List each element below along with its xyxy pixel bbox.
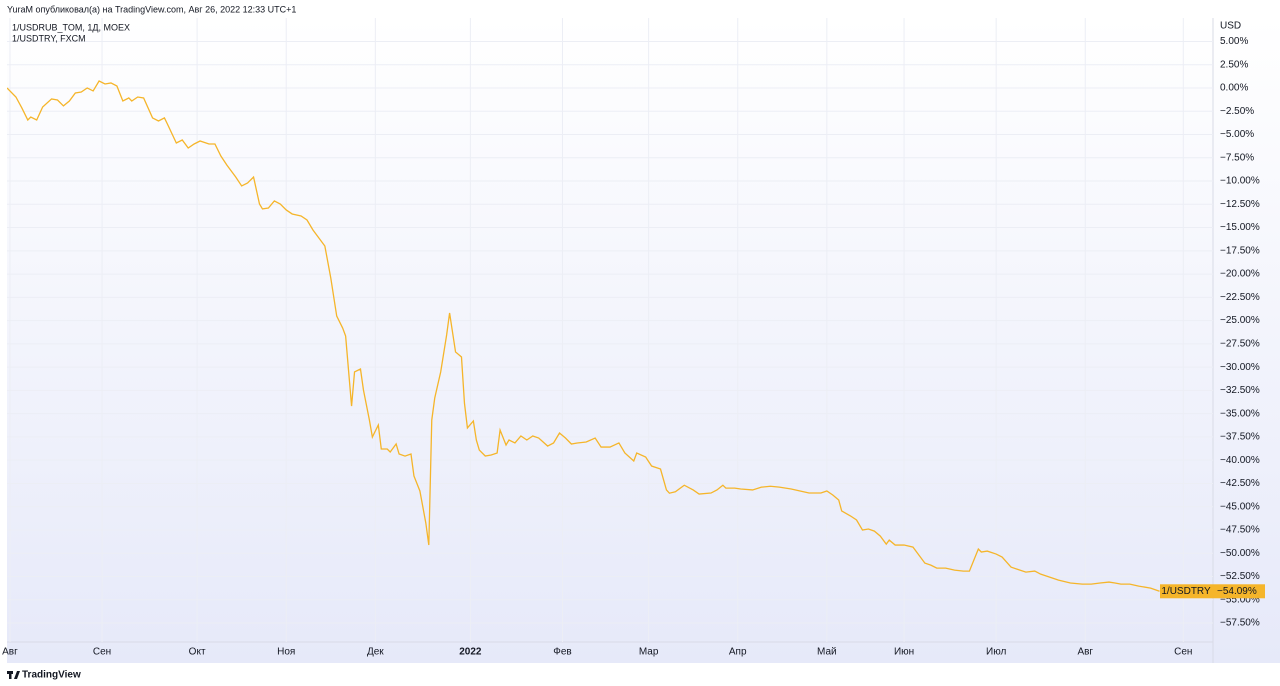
series-name-label: 1/USDTRY bbox=[1161, 586, 1211, 597]
x-tick-label: Окт bbox=[189, 647, 206, 658]
header: YuraM опубликовал(а) на TradingView.com,… bbox=[7, 4, 296, 14]
y-tick-label: −20.00% bbox=[1220, 269, 1260, 280]
last-value-label: −54.09% bbox=[1217, 586, 1257, 597]
x-tick-label: Май bbox=[817, 647, 837, 658]
y-tick-label: −32.50% bbox=[1220, 385, 1260, 396]
x-tick-label: Дек bbox=[367, 647, 384, 658]
y-tick-label: −17.50% bbox=[1220, 245, 1260, 256]
y-tick-label: −7.50% bbox=[1220, 152, 1254, 163]
brand-logo bbox=[7, 671, 20, 679]
series-name-tag bbox=[1160, 584, 1213, 599]
y-tick-label: −15.00% bbox=[1220, 222, 1260, 233]
y-tick-label: −42.50% bbox=[1220, 478, 1260, 489]
y-tick-label: 0.00% bbox=[1220, 83, 1248, 94]
x-tick-label: Авг bbox=[1077, 647, 1093, 658]
chart-background bbox=[7, 18, 1280, 663]
y-tick-label: −47.50% bbox=[1220, 525, 1260, 536]
y-tick-label: −30.00% bbox=[1220, 362, 1260, 373]
y-tick-label: −27.50% bbox=[1220, 339, 1260, 350]
y-axis-unit: USD bbox=[1220, 21, 1241, 32]
y-tick-label: −5.00% bbox=[1220, 129, 1254, 140]
x-tick-label: Июл bbox=[986, 647, 1006, 658]
y-tick-label: −22.50% bbox=[1220, 292, 1260, 303]
x-tick-label: Фев bbox=[553, 647, 571, 658]
y-tick-label: −37.50% bbox=[1220, 432, 1260, 443]
y-tick-label: −40.00% bbox=[1220, 455, 1260, 466]
x-tick-label: Сен bbox=[93, 647, 111, 658]
y-tick-label: 2.50% bbox=[1220, 59, 1248, 70]
y-tick-label: −10.00% bbox=[1220, 176, 1260, 187]
x-tick-label: Авг bbox=[2, 647, 18, 658]
y-tick-label: −35.00% bbox=[1220, 408, 1260, 419]
y-tick-label: −52.50% bbox=[1220, 571, 1260, 582]
y-tick-label: −2.50% bbox=[1220, 106, 1254, 117]
y-tick-label: −12.50% bbox=[1220, 199, 1260, 210]
x-tick-label: Мар bbox=[639, 647, 659, 658]
x-tick-label: 2022 bbox=[459, 647, 482, 658]
y-tick-label: −50.00% bbox=[1220, 548, 1260, 559]
last-value-tag bbox=[1213, 584, 1265, 599]
x-tick-label: Сен bbox=[1174, 647, 1192, 658]
y-tick-label: −55.00% bbox=[1220, 594, 1260, 605]
y-tick-label: −45.00% bbox=[1220, 501, 1260, 512]
y-tick-label: 5.00% bbox=[1220, 36, 1248, 47]
x-tick-label: Апр bbox=[729, 647, 747, 658]
legend-entry: 1/USDTRY, FXCM bbox=[12, 33, 86, 43]
x-tick-label: Июн bbox=[894, 647, 914, 658]
y-tick-label: −57.50% bbox=[1220, 618, 1260, 629]
series-line bbox=[7, 80, 1160, 592]
legend-entry: 1/USDRUB_TOM, 1Д, MOEX bbox=[12, 22, 130, 32]
y-tick-label: −25.00% bbox=[1220, 315, 1260, 326]
brand-name: TradingView bbox=[22, 670, 81, 681]
x-tick-label: Ноя bbox=[277, 647, 295, 658]
